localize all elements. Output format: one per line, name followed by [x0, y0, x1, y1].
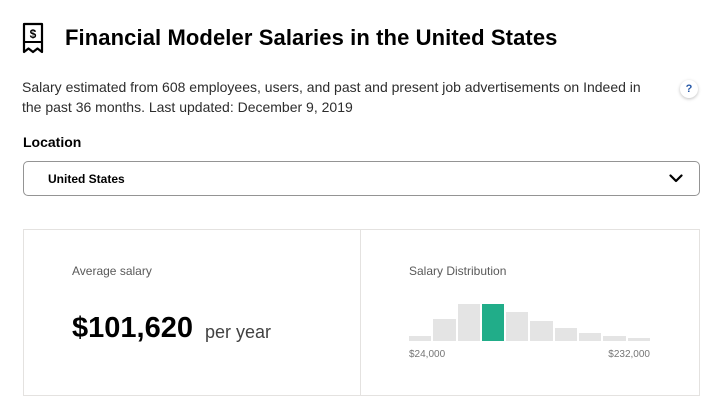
svg-text:$: $ [30, 27, 37, 41]
histogram-bar [627, 337, 650, 341]
page-title: Financial Modeler Salaries in the United… [65, 25, 558, 50]
header: $ Financial Modeler Salaries in the Unit… [22, 22, 558, 54]
location-selected-value: United States [48, 171, 125, 186]
location-select[interactable]: United States [23, 161, 700, 196]
histogram-bar [433, 319, 456, 341]
chevron-down-icon [669, 170, 683, 188]
salary-description: Salary estimated from 608 employees, use… [22, 79, 641, 115]
salary-distribution-panel: Salary Distribution $24,000 $232,000 [361, 230, 699, 395]
distribution-min-label: $24,000 [409, 349, 446, 360]
location-label: Location [23, 134, 82, 150]
histogram-bar [506, 311, 529, 341]
histogram-bar [579, 332, 602, 341]
histogram-bar [554, 328, 578, 341]
histogram-bar [530, 321, 553, 341]
dollar-receipt-icon: $ [22, 22, 44, 54]
salary-distribution-label: Salary Distribution [409, 264, 507, 278]
salary-panels: Average salary $101,620 per year Salary … [23, 229, 700, 396]
histogram-bar [603, 335, 626, 341]
histogram-bar-active [481, 303, 505, 341]
average-salary-amount: $101,620 [72, 312, 193, 344]
histogram-bar [409, 335, 432, 341]
average-salary-label: Average salary [72, 264, 152, 278]
help-icon[interactable]: ? [680, 80, 698, 98]
histogram-bar [457, 303, 480, 341]
average-salary-panel: Average salary $101,620 per year [24, 230, 361, 395]
salary-histogram [409, 290, 650, 341]
salary-period: per year [205, 322, 272, 342]
distribution-max-label: $232,000 [608, 349, 650, 360]
